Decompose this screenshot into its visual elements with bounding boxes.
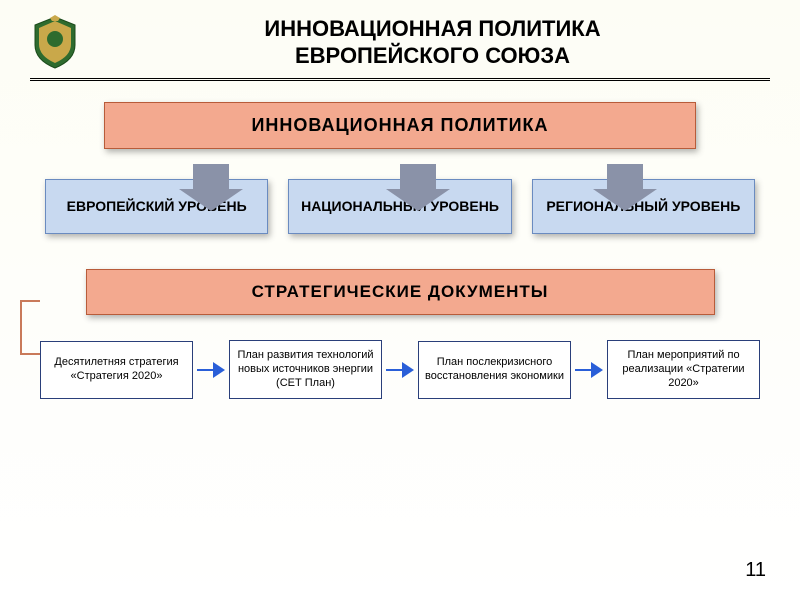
title-line-1: ИННОВАЦИОННАЯ ПОЛИТИКА bbox=[264, 16, 600, 41]
title-block: ИННОВАЦИОННАЯ ПОЛИТИКА ЕВРОПЕЙСКОГО СОЮЗ… bbox=[95, 16, 770, 69]
doc-box-implementation: План мероприятий по реализации «Стратеги… bbox=[607, 340, 760, 399]
doc-box-strategy2020: Десятилетняя стратегия «Стратегия 2020» bbox=[40, 341, 193, 399]
title-line-2: ЕВРОПЕЙСКОГО СОЮЗА bbox=[295, 43, 570, 68]
arrow-right-icon bbox=[575, 362, 603, 378]
slide-container: ИННОВАЦИОННАЯ ПОЛИТИКА ЕВРОПЕЙСКОГО СОЮЗ… bbox=[0, 0, 800, 600]
doc-box-set-plan: План развития технологий новых источнико… bbox=[229, 340, 382, 399]
page-number: 11 bbox=[745, 559, 766, 582]
emblem-icon bbox=[30, 15, 80, 70]
arrow-right-icon bbox=[386, 362, 414, 378]
arrow-right-icon bbox=[197, 362, 225, 378]
header-row: ИННОВАЦИОННАЯ ПОЛИТИКА ЕВРОПЕЙСКОГО СОЮЗ… bbox=[30, 15, 770, 70]
main-policy-box: ИННОВАЦИОННАЯ ПОЛИТИКА bbox=[104, 102, 696, 149]
slide-title: ИННОВАЦИОННАЯ ПОЛИТИКА ЕВРОПЕЙСКОГО СОЮЗ… bbox=[95, 16, 770, 69]
connector-bracket bbox=[20, 300, 40, 355]
documents-row: Десятилетняя стратегия «Стратегия 2020» … bbox=[30, 340, 770, 399]
divider-line bbox=[30, 78, 770, 82]
doc-box-recovery: План послекризисного восстановления экон… bbox=[418, 341, 571, 399]
strategic-documents-box: СТРАТЕГИЧЕСКИЕ ДОКУМЕНТЫ bbox=[86, 269, 715, 315]
